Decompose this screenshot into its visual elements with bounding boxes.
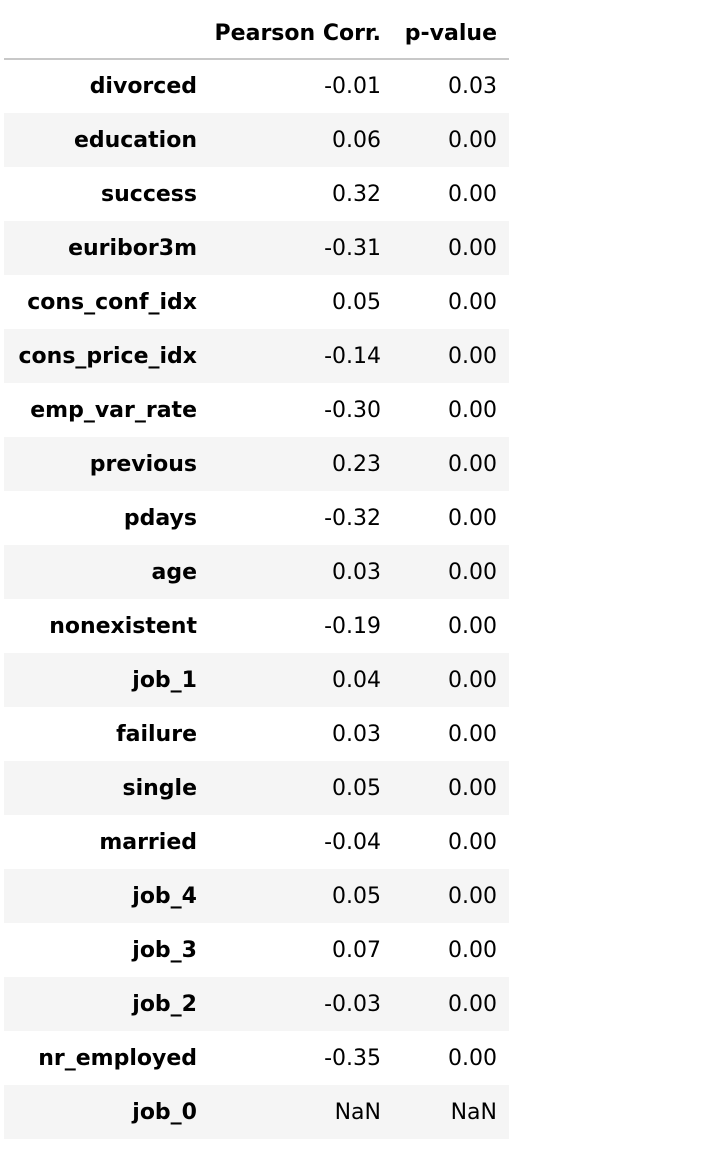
row-label: divorced [89, 74, 197, 99]
table-row: education 0.06 0.00 [4, 113, 509, 167]
index-header [4, 8, 207, 60]
table-row: job_0 NaN NaN [4, 1085, 509, 1139]
pearson-corr-cell: 0.04 [332, 667, 381, 693]
pearson-corr-cell: -0.03 [324, 991, 381, 1017]
p-value-header: p-value [393, 8, 509, 60]
p-value-cell: 0.00 [448, 991, 497, 1017]
table-body: divorced -0.01 0.03 education 0.06 0.00 succes… [4, 59, 509, 1139]
dataframe-output: Pearson Corr. p-value divorced -0.01 0.03 e… [4, 8, 509, 1139]
row-label: previous [89, 451, 197, 477]
table-row: cons_conf_idx 0.05 0.00 [4, 275, 509, 329]
pearson-corr-cell: -0.32 [324, 505, 381, 531]
table-row: euribor3m -0.31 0.00 [4, 221, 509, 275]
pearson-corr-cell: 0.05 [332, 775, 381, 801]
row-label: single [122, 775, 197, 801]
row-label: failure [116, 721, 197, 747]
pearson-corr-cell: 0.03 [332, 559, 381, 585]
pearson-corr-cell: -0.01 [324, 74, 381, 99]
pearson-corr-cell: 0.05 [332, 883, 381, 909]
p-value-cell: 0.00 [448, 127, 497, 153]
table-row: emp_var_rate -0.30 0.00 [4, 383, 509, 437]
table-header: Pearson Corr. p-value [4, 8, 509, 60]
header-row: Pearson Corr. p-value [4, 8, 509, 60]
row-label: euribor3m [68, 235, 197, 261]
p-value-cell: 0.00 [448, 289, 497, 315]
p-value-cell: 0.00 [448, 559, 497, 585]
table-row: job_3 0.07 0.00 [4, 923, 509, 977]
table-row: success 0.32 0.00 [4, 167, 509, 221]
pearson-corr-cell: NaN [334, 1099, 381, 1125]
pearson-corr-cell: 0.05 [332, 289, 381, 315]
p-value-cell: 0.00 [448, 613, 497, 639]
p-value-cell: 0.00 [448, 829, 497, 855]
table-row: job_4 0.05 0.00 [4, 869, 509, 923]
row-label: job_2 [132, 991, 197, 1017]
row-label: cons_price_idx [18, 343, 198, 369]
pearson-corr-cell: 0.32 [332, 181, 381, 207]
pearson-corr-cell: -0.19 [324, 613, 381, 639]
p-value-cell: 0.00 [448, 667, 497, 693]
row-label: job_3 [132, 937, 197, 963]
row-label: job_0 [132, 1099, 197, 1125]
p-value-cell: 0.00 [448, 721, 497, 747]
p-value-cell: 0.00 [448, 505, 497, 531]
table-row: divorced -0.01 0.03 [4, 59, 509, 113]
pearson-corr-cell: -0.14 [324, 343, 381, 369]
pearson-corr-cell: -0.35 [324, 1045, 381, 1071]
row-label: job_1 [132, 667, 197, 693]
table-row: nonexistent -0.19 0.00 [4, 599, 509, 653]
pearson-corr-cell: 0.03 [332, 721, 381, 747]
row-label: cons_conf_idx [27, 289, 197, 315]
p-value-cell: 0.00 [448, 343, 497, 369]
p-value-cell: 0.00 [448, 1045, 497, 1071]
p-value-cell: 0.00 [448, 181, 497, 207]
p-value-cell: 0.00 [448, 883, 497, 909]
pearson-corr-header: Pearson Corr. [207, 8, 393, 60]
row-label: emp_var_rate [30, 397, 197, 423]
table-row: pdays -0.32 0.00 [4, 491, 509, 545]
pearson-corr-cell: 0.07 [332, 937, 381, 963]
p-value-cell: NaN [450, 1099, 497, 1125]
row-label: education [73, 127, 197, 153]
row-label: nr_employed [38, 1045, 197, 1071]
row-label: age [151, 559, 197, 585]
table-row: cons_price_idx -0.14 0.00 [4, 329, 509, 383]
row-label: pdays [123, 505, 197, 531]
table-row: previous 0.23 0.00 [4, 437, 509, 491]
p-value-cell: 0.00 [448, 397, 497, 423]
table-row: job_2 -0.03 0.00 [4, 977, 509, 1031]
pearson-corr-cell: -0.04 [324, 829, 381, 855]
table-row: failure 0.03 0.00 [4, 707, 509, 761]
row-label: success [101, 181, 197, 207]
row-label: married [99, 829, 197, 855]
pearson-corr-cell: 0.23 [332, 451, 381, 477]
p-value-cell: 0.00 [448, 937, 497, 963]
pearson-corr-cell: -0.30 [324, 397, 381, 423]
p-value-cell: 0.03 [448, 74, 497, 99]
row-label: job_4 [132, 883, 197, 909]
p-value-cell: 0.00 [448, 775, 497, 801]
table-row: age 0.03 0.00 [4, 545, 509, 599]
table-row: married -0.04 0.00 [4, 815, 509, 869]
pearson-corr-cell: 0.06 [332, 127, 381, 153]
table-row: job_1 0.04 0.00 [4, 653, 509, 707]
pearson-corr-cell: -0.31 [324, 235, 381, 261]
p-value-cell: 0.00 [448, 235, 497, 261]
correlation-table: Pearson Corr. p-value divorced -0.01 0.03 e… [4, 8, 509, 1139]
table-row: single 0.05 0.00 [4, 761, 509, 815]
table-row: nr_employed -0.35 0.00 [4, 1031, 509, 1085]
row-label: nonexistent [49, 613, 197, 639]
p-value-cell: 0.00 [448, 451, 497, 477]
